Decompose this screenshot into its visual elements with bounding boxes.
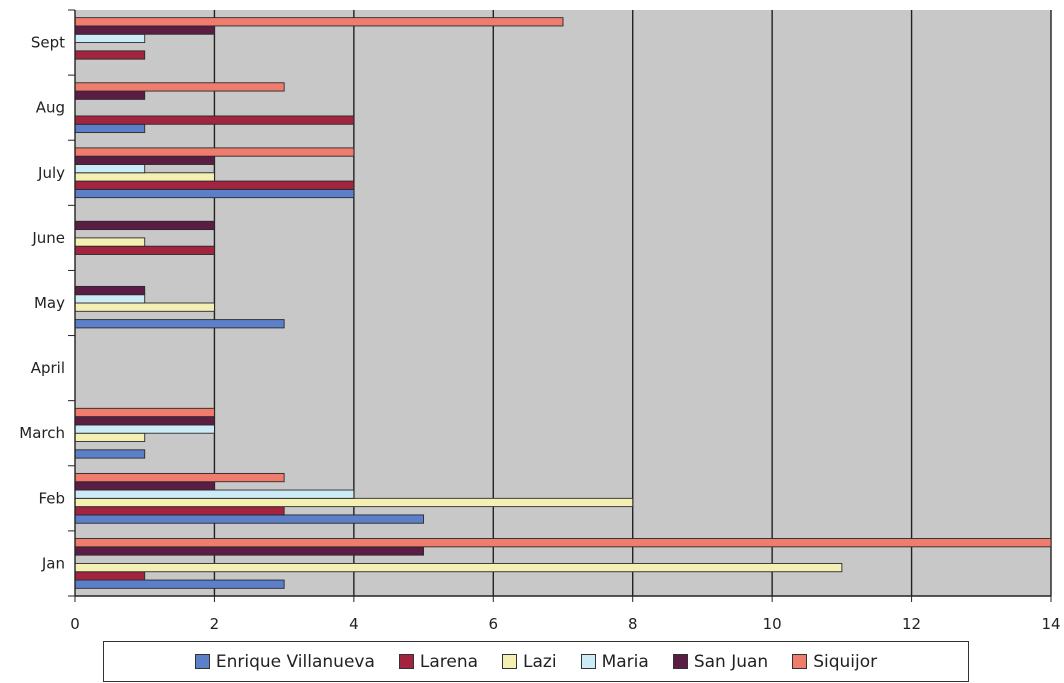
legend-item: San Juan — [672, 651, 769, 672]
bar — [74, 407, 215, 418]
bar — [74, 155, 215, 165]
bar — [74, 237, 146, 247]
bar — [74, 489, 355, 499]
legend-swatch — [502, 654, 518, 669]
bar — [74, 432, 146, 442]
x-tick-label: 2 — [210, 615, 220, 633]
x-tick-label: 4 — [349, 615, 359, 633]
category-label: Sept — [31, 34, 65, 52]
category-label: May — [34, 294, 65, 312]
bar — [74, 220, 215, 231]
bar — [74, 319, 285, 329]
category-label: Aug — [36, 99, 65, 117]
bar — [74, 506, 285, 516]
category-label: Jan — [41, 554, 65, 572]
axes — [74, 10, 1051, 597]
bar — [74, 546, 425, 556]
bar — [74, 115, 355, 125]
bar — [74, 416, 215, 426]
bar — [74, 538, 1052, 548]
bar — [74, 294, 146, 304]
bar — [74, 147, 355, 157]
bar — [74, 481, 215, 491]
x-tick-label: 14 — [1041, 615, 1060, 633]
x-axis-ticks: 0 2 4 6 8 10 12 14 — [70, 596, 1061, 633]
category-label: Feb — [38, 489, 65, 507]
legend-swatch — [194, 654, 210, 669]
category-label: June — [31, 229, 65, 247]
category-label: March — [19, 424, 65, 442]
y-axis-categories: Jan Feb March April May June July Aug Sept — [19, 9, 75, 597]
bar — [74, 571, 146, 581]
bar — [74, 449, 146, 459]
legend-swatch — [672, 654, 688, 669]
bar — [74, 17, 564, 27]
bar — [74, 82, 285, 92]
legend-swatch — [580, 654, 596, 669]
bar — [74, 424, 215, 434]
legend-label: Enrique Villanueva — [215, 651, 375, 672]
legend-label: Maria — [601, 651, 649, 672]
legend-label: Siquijor — [813, 651, 878, 672]
bar — [74, 50, 146, 60]
bar-chart: 0 2 4 6 8 10 12 14 Jan Feb March April May June July A… — [19, 9, 1061, 633]
legend-item: Enrique Villanueva — [194, 651, 375, 672]
bar — [74, 123, 146, 134]
bar — [74, 302, 215, 312]
bar — [74, 188, 355, 199]
bar — [74, 164, 146, 174]
legend-swatch — [792, 654, 808, 669]
bar — [74, 172, 215, 182]
x-tick-label: 10 — [763, 615, 782, 633]
x-tick-label: 0 — [70, 615, 80, 633]
bar — [74, 180, 355, 190]
category-label: July — [37, 164, 65, 182]
bar — [74, 33, 146, 44]
bar — [74, 579, 285, 589]
x-tick-label: 12 — [902, 615, 921, 633]
bar — [74, 514, 425, 524]
legend: Enrique Villanueva Larena Lazi Maria San Jua… — [103, 641, 969, 682]
legend-item: Siquijor — [792, 652, 877, 672]
gridlines — [213, 10, 1052, 596]
bars — [74, 17, 1052, 589]
legend-label: San Juan — [693, 651, 769, 672]
bar — [74, 25, 215, 35]
legend-label: Larena — [419, 651, 479, 672]
legend-label: Lazi — [523, 651, 557, 672]
x-tick-label: 6 — [489, 615, 499, 633]
bar — [74, 285, 146, 296]
bar — [74, 472, 285, 483]
bar — [74, 90, 146, 100]
legend-item: Larena — [398, 651, 479, 672]
bar — [74, 245, 215, 255]
bar — [74, 562, 843, 573]
legend-item: Lazi — [502, 652, 557, 672]
category-label: April — [31, 359, 65, 377]
x-tick-label: 8 — [628, 615, 638, 633]
bar — [74, 497, 634, 508]
legend-swatch — [398, 654, 414, 669]
legend-item: Maria — [580, 651, 649, 672]
